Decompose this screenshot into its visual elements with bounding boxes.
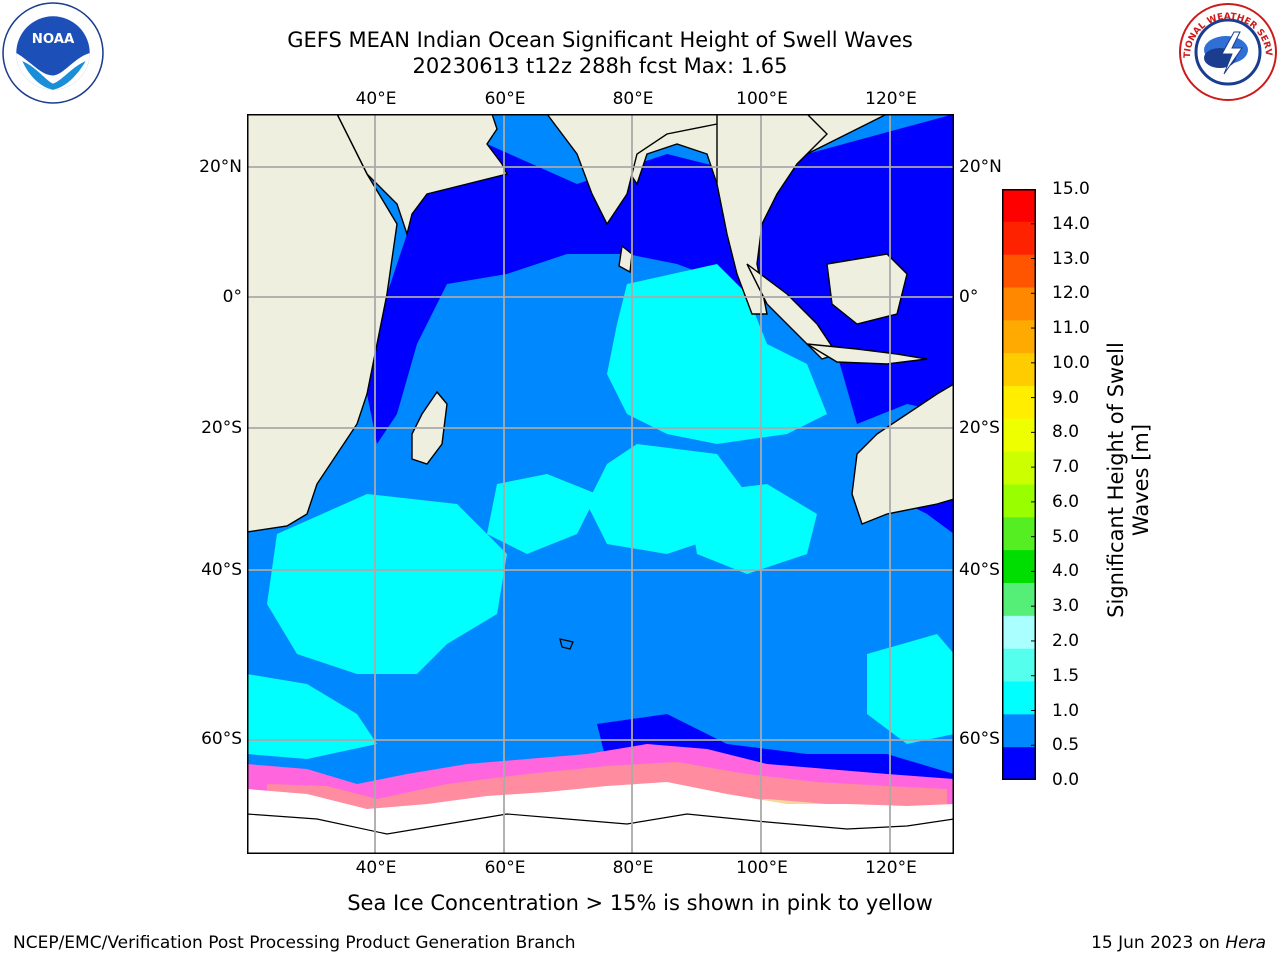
lon-tick-bottom: 80°E [612,858,654,878]
colorbar-tick-label: 2.0 [1052,630,1080,651]
colorbar-segment [1002,517,1036,551]
colorbar-title: Significant Height of Swell Waves [m] [1104,342,1153,618]
colorbar-tick-label: 13.0 [1052,248,1090,269]
lon-tick-top: 40°E [355,89,397,109]
lat-tick-right: 20°S [959,418,1000,438]
lat-tick-right: 60°S [959,729,1000,749]
colorbar-tick-label: 15.0 [1052,179,1090,199]
lat-tick-left: 40°S [201,560,242,580]
colorbar-tick-label: 8.0 [1052,422,1080,443]
colorbar-segment [1002,615,1036,650]
map-title-line1: GEFS MEAN Indian Ocean Significant Heigh… [287,28,913,52]
kerguelen-island [559,638,574,650]
colorbar-segment [1002,484,1036,518]
sea-ice [247,744,954,854]
colorbar-tick-label: 14.0 [1052,213,1090,234]
footer-branch: NCEP/EMC/Verification Post Processing Pr… [13,933,576,953]
colorbar-segment [1002,550,1036,584]
colorbar-tick-label: 7.0 [1052,457,1080,478]
map-plot [247,114,954,854]
colorbar-tick-label: 9.0 [1052,387,1080,408]
colorbar-segment [1002,353,1036,387]
lat-tick-left: 60°S [201,729,242,749]
colorbar-segment [1002,747,1036,780]
lon-tick-bottom: 100°E [736,858,788,878]
map-gridlines [247,114,954,854]
noaa-logo-text: NOAA [32,32,75,47]
colorbar-tick-label: 0.5 [1052,735,1080,756]
colorbar-segment [1002,583,1036,617]
sea-ice-note: Sea Ice Concentration > 15% is shown in … [347,891,933,915]
colorbar-segment [1002,681,1036,715]
lon-tick-top: 120°E [865,89,917,109]
lat-tick-right: 20°N [959,157,1002,177]
lon-tick-top: 100°E [736,89,788,109]
footer-date: 15 Jun 2023 on Hera [1091,933,1266,953]
colorbar-tick-label: 12.0 [1052,283,1090,304]
map-title-line2: 20230613 t12z 288h fcst Max: 1.65 [412,54,788,78]
lat-tick-right: 0° [959,287,979,307]
colorbar-segment [1002,386,1036,420]
nws-logo: NATIONAL WEATHER SERVICE [1178,2,1277,101]
colorbar-segment [1002,714,1036,748]
colorbar-tick-label: 6.0 [1052,491,1080,512]
colorbar-segment [1002,320,1036,354]
colorbar-segment [1002,418,1036,453]
lon-tick-top: 80°E [612,89,654,109]
colorbar-tick-label: 11.0 [1052,318,1090,339]
lat-tick-left: 20°S [201,418,242,438]
colorbar-tick-label: 1.0 [1052,700,1080,721]
swell-high-regions [247,264,954,759]
lon-tick-bottom: 120°E [865,858,917,878]
colorbar-segment [1002,221,1036,256]
lat-tick-left: 0° [222,287,242,307]
colorbar-tick-label: 1.5 [1052,665,1080,686]
lon-tick-bottom: 40°E [355,858,397,878]
footer-date-text: 15 Jun 2023 on [1091,933,1220,953]
colorbar-tick-label: 0.0 [1052,770,1080,790]
lat-tick-right: 40°S [959,560,1000,580]
colorbar-tick-label: 3.0 [1052,596,1080,617]
map-border [247,114,954,854]
colorbar-tick-label: 4.0 [1052,561,1080,582]
footer-machine: Hera [1225,933,1266,953]
colorbar-segment [1002,287,1036,321]
lon-tick-bottom: 60°E [484,858,526,878]
lon-tick-top: 60°E [484,89,526,109]
colorbar-segment [1002,254,1036,288]
colorbar-segment [1002,451,1036,485]
colorbar-border [1002,189,1036,780]
colorbar-segment [1002,189,1036,223]
colorbar-tick-label: 5.0 [1052,526,1080,547]
colorbar-segment [1002,648,1036,682]
colorbar [1002,189,1036,780]
colorbar-tick-label: 10.0 [1052,352,1090,373]
lat-tick-left: 20°N [199,157,242,177]
noaa-logo: NOAA [2,2,104,104]
